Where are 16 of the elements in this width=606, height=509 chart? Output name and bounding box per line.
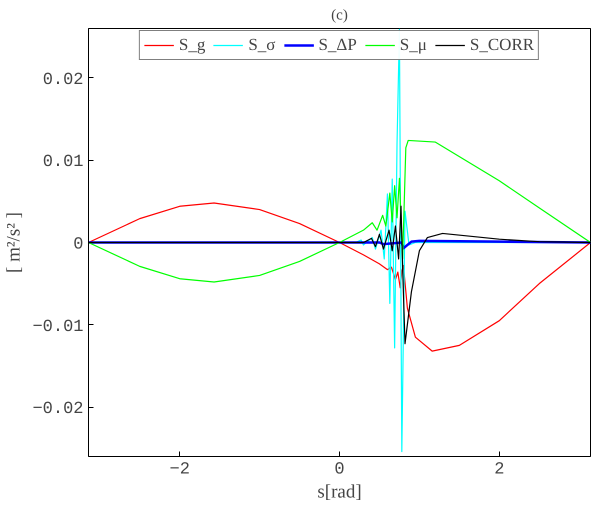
x-tick-label: −2	[170, 460, 190, 480]
legend-label: S_CORR	[470, 35, 534, 55]
x-tick-label: 0	[334, 460, 345, 480]
y-axis-title: [ m²/s² ]	[3, 212, 24, 273]
x-axis-title: s[rad]	[317, 482, 362, 502]
x-tick-label: 2	[494, 460, 504, 480]
legend-label: S_σ	[248, 35, 276, 55]
legend-label: S_g	[178, 35, 206, 55]
legend-label: S_μ	[400, 35, 427, 55]
chart-title: (c)	[331, 8, 348, 24]
y-tick-label: 0	[73, 236, 84, 254]
y-tick-label: 0.02	[42, 70, 84, 90]
y-tick-label: −0.01	[32, 318, 84, 337]
y-tick-label: −0.02	[32, 400, 84, 420]
legend-label: S_ΔP	[318, 35, 357, 55]
y-tick-label: 0.01	[42, 153, 84, 172]
